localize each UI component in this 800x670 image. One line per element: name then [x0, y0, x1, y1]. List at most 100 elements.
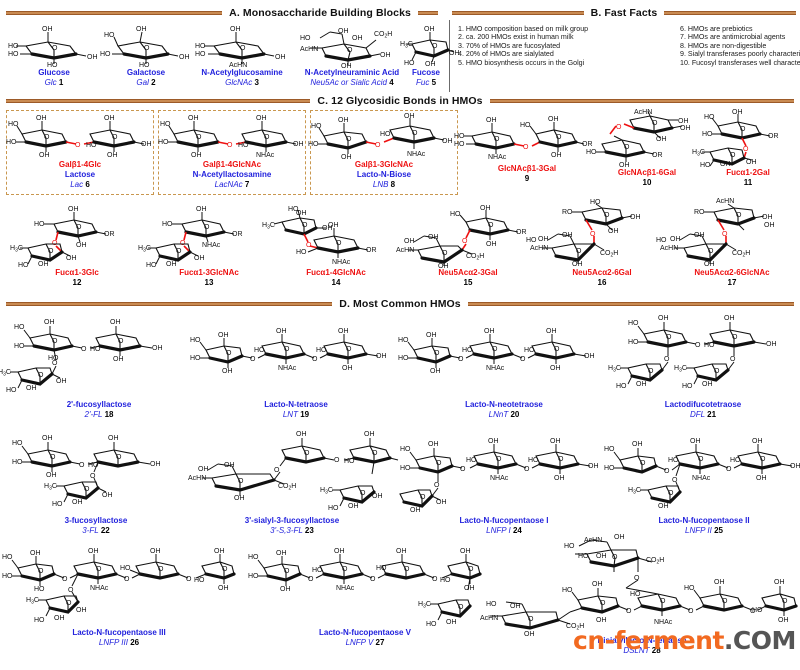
svg-text:HO: HO: [398, 355, 409, 362]
watermark-tld: .COM: [723, 626, 796, 655]
svg-text:OH: OH: [293, 141, 304, 148]
compound-abbr: LNT 19: [192, 410, 400, 420]
structure-19: OH HO HO OH O O OH HO NHAc O O: [190, 316, 400, 400]
structure-11: OH HO HO OR O O H3C OH OH HO O: [692, 109, 794, 169]
compound-number: 20: [510, 409, 520, 419]
rule-right: [489, 99, 795, 103]
compound-number: 24: [512, 525, 522, 535]
svg-text:OH: OH: [76, 607, 87, 614]
svg-text:OH: OH: [296, 431, 307, 438]
caption-lnb: Galβ1-3GlcNAc Lacto-N-Biose LNB 8: [312, 160, 456, 189]
structure-12: OH HO OR OH O O H3C OH OH HO O: [10, 206, 136, 269]
svg-text:HO: HO: [88, 462, 99, 469]
svg-text:OH: OH: [449, 50, 460, 57]
svg-text:OH: OH: [636, 381, 647, 388]
compound-abbr: LNB 8: [312, 180, 456, 190]
svg-text:O: O: [442, 250, 448, 257]
svg-text:OR: OR: [366, 247, 377, 254]
section-c-header: C. 12 Glycosidic Bonds in HMOs: [6, 94, 795, 108]
caption-27: Lacto-N-fucopentaose V LNFP V 27: [250, 628, 480, 648]
abbr-text: LNFP III: [98, 637, 128, 647]
compound-name: Lactodifucotetraose: [664, 400, 742, 409]
svg-text:HO: HO: [190, 355, 201, 362]
compound-neu5ac-a2-6-glcnac: AcHN RO OH OH O O OH OH HO AcHN: [656, 198, 798, 288]
svg-text:HO: HO: [48, 355, 59, 362]
disaccharide-diagram: AcHN RO OH OH O O OH OH HO AcHN: [656, 198, 775, 268]
svg-text:HO: HO: [296, 249, 307, 256]
svg-text:HO: HO: [12, 459, 23, 466]
svg-text:OH: OH: [538, 236, 549, 243]
oligosaccharide-diagram: OH HO HO OH O O OH HO NHAc O O: [190, 328, 387, 375]
svg-text:O: O: [708, 248, 714, 255]
svg-text:O: O: [250, 356, 256, 363]
svg-text:HO: HO: [700, 162, 711, 169]
structure-lnb: OH HO HO OH O O OH HO OH NHAc O: [308, 112, 456, 161]
svg-text:HO: HO: [630, 591, 641, 598]
structure-fucose: OH H3C OH OH HO O: [400, 24, 460, 68]
caption-lactose: Galβ1-4Glc Lactose Lac 6: [8, 160, 152, 189]
svg-text:OH: OH: [690, 438, 701, 445]
svg-text:O: O: [312, 356, 318, 363]
svg-text:O: O: [342, 566, 348, 573]
svg-text:OH: OH: [280, 586, 291, 593]
caption-21: Lactodifucotetraose DFL 21: [608, 400, 798, 420]
svg-text:OH: OH: [30, 550, 41, 557]
svg-text:O: O: [648, 368, 654, 375]
svg-text:O: O: [52, 338, 58, 345]
svg-text:O: O: [736, 212, 742, 219]
svg-text:HO: HO: [526, 237, 537, 244]
svg-text:O: O: [90, 473, 96, 480]
svg-text:HO: HO: [158, 139, 169, 146]
structure-26: OH HO HO HO O O OH NHAc O O: [2, 540, 236, 628]
svg-text:OH: OH: [150, 461, 161, 468]
svg-text:O: O: [672, 477, 678, 484]
svg-text:O: O: [523, 144, 529, 151]
svg-text:OH: OH: [256, 115, 267, 122]
compound-abbr: DSLNT 28: [486, 646, 798, 656]
svg-text:OH: OH: [76, 242, 87, 249]
svg-text:HO: HO: [18, 262, 29, 269]
bond-label: Galβ1-3GlcNAc: [354, 160, 414, 169]
svg-text:NHAc: NHAc: [488, 154, 507, 161]
svg-text:HO: HO: [14, 343, 25, 350]
structure-21: OH HO HO O O OH HO OH O O H3C: [608, 312, 798, 400]
svg-text:CO2H: CO2H: [374, 31, 392, 40]
svg-text:CO2H: CO2H: [278, 483, 296, 492]
svg-text:OH: OH: [510, 603, 521, 610]
svg-text:OH: OH: [714, 579, 725, 586]
svg-text:OH: OH: [592, 581, 603, 588]
svg-text:O: O: [554, 346, 560, 353]
fast-fact-1: 1. HMO composition based on milk group: [458, 25, 589, 33]
svg-text:O: O: [186, 576, 192, 583]
svg-text:O: O: [750, 608, 756, 615]
compound-name: 2'-fucosyllactose: [66, 400, 132, 409]
svg-text:O: O: [76, 224, 82, 231]
svg-text:HO: HO: [524, 347, 535, 354]
structure-13: OH HO OR NHAc O O H3C OH OH HO O: [138, 206, 272, 269]
svg-text:OH: OH: [54, 615, 65, 622]
svg-text:OH: OH: [428, 234, 439, 241]
compound-name: Galactose: [126, 68, 166, 77]
svg-text:HO: HO: [586, 149, 597, 156]
svg-text:OH: OH: [404, 113, 415, 120]
compound-number: 19: [300, 409, 310, 419]
svg-text:RO: RO: [562, 209, 573, 216]
compound-neu5ac-a2-3-gal: OH HO OR OH O O OH OH AcHN CO2H OH O: [396, 205, 536, 288]
svg-text:O: O: [730, 356, 736, 363]
compound-glucose: OH HO HO OH HO O Glucose Glc 1: [8, 24, 100, 88]
compound-number: 27: [375, 637, 385, 647]
svg-text:OH: OH: [720, 161, 731, 168]
svg-text:HO: HO: [34, 221, 45, 228]
svg-text:OH: OH: [275, 54, 286, 61]
svg-text:HO: HO: [684, 585, 695, 592]
compound-name: Lactose: [64, 169, 96, 179]
svg-text:OH: OH: [56, 378, 67, 385]
svg-text:HO: HO: [752, 607, 763, 614]
svg-text:O: O: [48, 248, 54, 255]
svg-text:HO: HO: [628, 320, 639, 327]
svg-text:O: O: [652, 120, 658, 127]
svg-text:OH: OH: [584, 353, 595, 360]
